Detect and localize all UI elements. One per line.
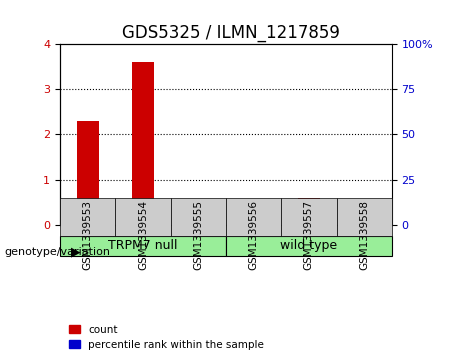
Text: GSM1339555: GSM1339555 <box>193 200 203 270</box>
Bar <box>77 121 99 225</box>
Bar <box>132 223 154 225</box>
Bar <box>298 198 320 225</box>
Text: GSM1339554: GSM1339554 <box>138 200 148 270</box>
Bar <box>132 62 154 225</box>
Text: genotype/variation: genotype/variation <box>5 247 111 257</box>
Text: TRPM7 null: TRPM7 null <box>108 240 177 252</box>
Text: ▶: ▶ <box>71 246 81 259</box>
FancyBboxPatch shape <box>60 198 115 236</box>
FancyBboxPatch shape <box>226 198 281 236</box>
Text: wild type: wild type <box>280 240 337 252</box>
Text: GSM1339558: GSM1339558 <box>359 200 369 270</box>
FancyBboxPatch shape <box>115 198 171 236</box>
Text: GSM1339553: GSM1339553 <box>83 200 93 270</box>
FancyBboxPatch shape <box>60 236 226 256</box>
Text: GSM1339556: GSM1339556 <box>248 200 259 270</box>
FancyBboxPatch shape <box>281 198 337 236</box>
FancyBboxPatch shape <box>171 198 226 236</box>
Bar <box>77 224 99 225</box>
FancyBboxPatch shape <box>226 236 392 256</box>
Legend: count, percentile rank within the sample: count, percentile rank within the sample <box>65 321 268 354</box>
FancyBboxPatch shape <box>337 198 392 236</box>
Text: GSM1339557: GSM1339557 <box>304 200 314 270</box>
Text: GDS5325 / ILMN_1217859: GDS5325 / ILMN_1217859 <box>122 24 339 42</box>
